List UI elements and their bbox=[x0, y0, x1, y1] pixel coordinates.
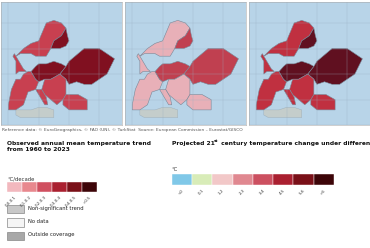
Polygon shape bbox=[166, 74, 190, 105]
Text: Projected 21: Projected 21 bbox=[172, 141, 215, 146]
Polygon shape bbox=[264, 107, 302, 118]
Polygon shape bbox=[175, 28, 193, 49]
Polygon shape bbox=[184, 49, 239, 84]
Polygon shape bbox=[299, 28, 317, 49]
Polygon shape bbox=[187, 94, 211, 110]
Polygon shape bbox=[8, 71, 39, 110]
Polygon shape bbox=[137, 54, 151, 74]
Bar bbox=[192, 174, 212, 185]
Text: °C: °C bbox=[172, 167, 178, 172]
Bar bbox=[314, 174, 334, 185]
Bar bbox=[67, 182, 82, 191]
Text: >6: >6 bbox=[320, 188, 327, 195]
Text: 4-5: 4-5 bbox=[279, 188, 286, 196]
Polygon shape bbox=[42, 74, 66, 105]
Bar bbox=[82, 182, 97, 191]
Polygon shape bbox=[290, 74, 314, 105]
Polygon shape bbox=[60, 49, 115, 84]
Text: Non-significant trend: Non-significant trend bbox=[28, 206, 84, 211]
Text: century temperature change under different SSP scenarios in…: century temperature change under differe… bbox=[219, 141, 370, 146]
Polygon shape bbox=[308, 49, 362, 84]
Bar bbox=[212, 174, 233, 185]
Bar bbox=[37, 182, 52, 191]
Text: 0.1-0.2: 0.1-0.2 bbox=[20, 195, 33, 208]
Bar bbox=[7, 218, 24, 227]
Polygon shape bbox=[51, 28, 69, 49]
Polygon shape bbox=[13, 54, 27, 74]
Text: >0.5: >0.5 bbox=[83, 195, 92, 205]
Polygon shape bbox=[132, 71, 163, 110]
Title: SSP5-8.5: SSP5-8.5 bbox=[294, 0, 325, 1]
Text: Reference data: © EuroGeographics, © FAO (UN), © TurkStat  Source: European Comm: Reference data: © EuroGeographics, © FAO… bbox=[2, 128, 242, 132]
Polygon shape bbox=[16, 20, 66, 56]
Bar bbox=[233, 174, 253, 185]
Bar bbox=[172, 174, 192, 185]
Text: °C/decade: °C/decade bbox=[7, 176, 35, 181]
Polygon shape bbox=[279, 61, 314, 82]
Text: 3-4: 3-4 bbox=[259, 188, 266, 196]
Polygon shape bbox=[140, 20, 190, 56]
Polygon shape bbox=[159, 90, 172, 105]
Bar bbox=[253, 174, 273, 185]
Polygon shape bbox=[31, 61, 66, 82]
Polygon shape bbox=[140, 107, 178, 118]
Polygon shape bbox=[16, 107, 54, 118]
Text: 5-6: 5-6 bbox=[299, 188, 306, 196]
Polygon shape bbox=[261, 54, 275, 74]
Bar bbox=[52, 182, 67, 191]
Text: 0.2-0.3: 0.2-0.3 bbox=[35, 195, 47, 208]
Text: Outside coverage: Outside coverage bbox=[28, 232, 75, 237]
Text: 0-1: 0-1 bbox=[198, 188, 205, 196]
Text: <0: <0 bbox=[178, 188, 185, 195]
Bar bbox=[7, 205, 24, 213]
Polygon shape bbox=[63, 94, 87, 110]
Text: No data: No data bbox=[28, 219, 49, 224]
Text: 0.3-0.4: 0.3-0.4 bbox=[50, 195, 62, 208]
Text: Observed annual mean temperature trend
from 1960 to 2023: Observed annual mean temperature trend f… bbox=[7, 141, 151, 152]
Polygon shape bbox=[264, 20, 314, 56]
Bar bbox=[22, 182, 37, 191]
Polygon shape bbox=[283, 90, 296, 105]
Polygon shape bbox=[311, 94, 335, 110]
Polygon shape bbox=[256, 71, 287, 110]
Text: 2-3: 2-3 bbox=[238, 188, 246, 196]
Bar bbox=[7, 232, 24, 240]
Polygon shape bbox=[155, 61, 190, 82]
Bar bbox=[273, 174, 293, 185]
Polygon shape bbox=[36, 90, 48, 105]
Text: 0.4-0.5: 0.4-0.5 bbox=[64, 195, 77, 208]
Text: st: st bbox=[214, 139, 218, 143]
Bar bbox=[7, 182, 22, 191]
Title: SSP1-2.6: SSP1-2.6 bbox=[170, 0, 201, 1]
Text: 0.0-0.1: 0.0-0.1 bbox=[5, 195, 17, 208]
Bar bbox=[293, 174, 314, 185]
Text: 1-2: 1-2 bbox=[218, 188, 225, 196]
